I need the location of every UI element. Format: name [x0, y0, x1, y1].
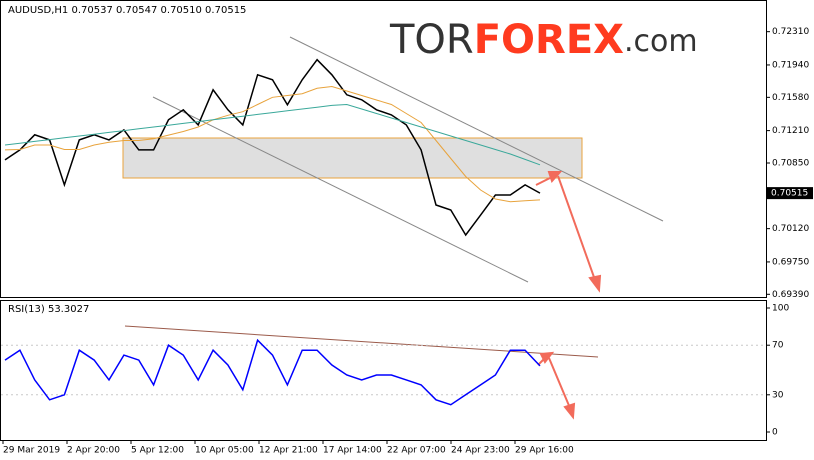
forecast-arrows	[535, 171, 602, 420]
x-tick-label: 5 Apr 12:00	[131, 446, 184, 456]
watermark-suffix: .com	[624, 24, 698, 59]
y-tick-label: 0.72310	[772, 27, 809, 37]
series-line	[4, 338, 541, 406]
arrow	[557, 175, 596, 281]
x-tick-label: 29 Mar 2019	[3, 446, 60, 456]
y-tick-label: 0.71940	[772, 60, 809, 70]
series-line	[4, 58, 541, 237]
y-tick-label: 0	[772, 428, 778, 438]
x-tick-label: 17 Apr 14:00	[323, 446, 382, 456]
last-price-box	[767, 187, 813, 200]
arrow-head	[563, 402, 576, 420]
watermark-prefix: TOR	[389, 17, 474, 63]
y-tick-label: 70	[772, 341, 784, 351]
x-tick-label: 10 Apr 05:00	[195, 446, 254, 456]
arrow-head	[547, 171, 563, 183]
chart-title: AUDUSD,H1 0.70537 0.70547 0.70510 0.7051…	[8, 5, 246, 16]
y-tick-label: 0.71210	[772, 126, 809, 136]
x-tick-label: 22 Apr 07:00	[387, 446, 446, 456]
y-tick-label: 0.69750	[772, 257, 809, 267]
y-tick-label: 30	[772, 390, 784, 400]
series-line	[4, 85, 541, 203]
channel-line	[289, 36, 664, 222]
x-tick-label: 24 Apr 23:00	[451, 446, 510, 456]
y-tick-label: 0.70850	[772, 158, 809, 168]
arrow-head	[588, 274, 602, 293]
series-line	[4, 103, 541, 166]
watermark: TORFOREX.com	[389, 17, 698, 63]
rsi-title: RSI(13) 53.3027	[8, 304, 89, 315]
rsi-panel	[0, 300, 767, 441]
arrow-head	[539, 351, 555, 364]
channel-line	[152, 96, 529, 283]
y-tick-label: 0.69390	[772, 290, 809, 300]
resistance-zone	[122, 137, 583, 179]
y-tick-label: 0.70120	[772, 224, 809, 234]
y-tick-label: 0.71580	[772, 93, 809, 103]
x-tick-label: 29 Apr 16:00	[515, 446, 574, 456]
arrow	[548, 357, 571, 409]
x-tick-label: 2 Apr 20:00	[67, 446, 120, 456]
x-tick-label: 12 Apr 21:00	[259, 446, 318, 456]
y-tick-label: 100	[772, 304, 789, 314]
watermark-main: FOREX	[474, 17, 624, 63]
rsi-trend-line	[124, 325, 599, 358]
last-price-label: 0.70515	[771, 189, 808, 199]
